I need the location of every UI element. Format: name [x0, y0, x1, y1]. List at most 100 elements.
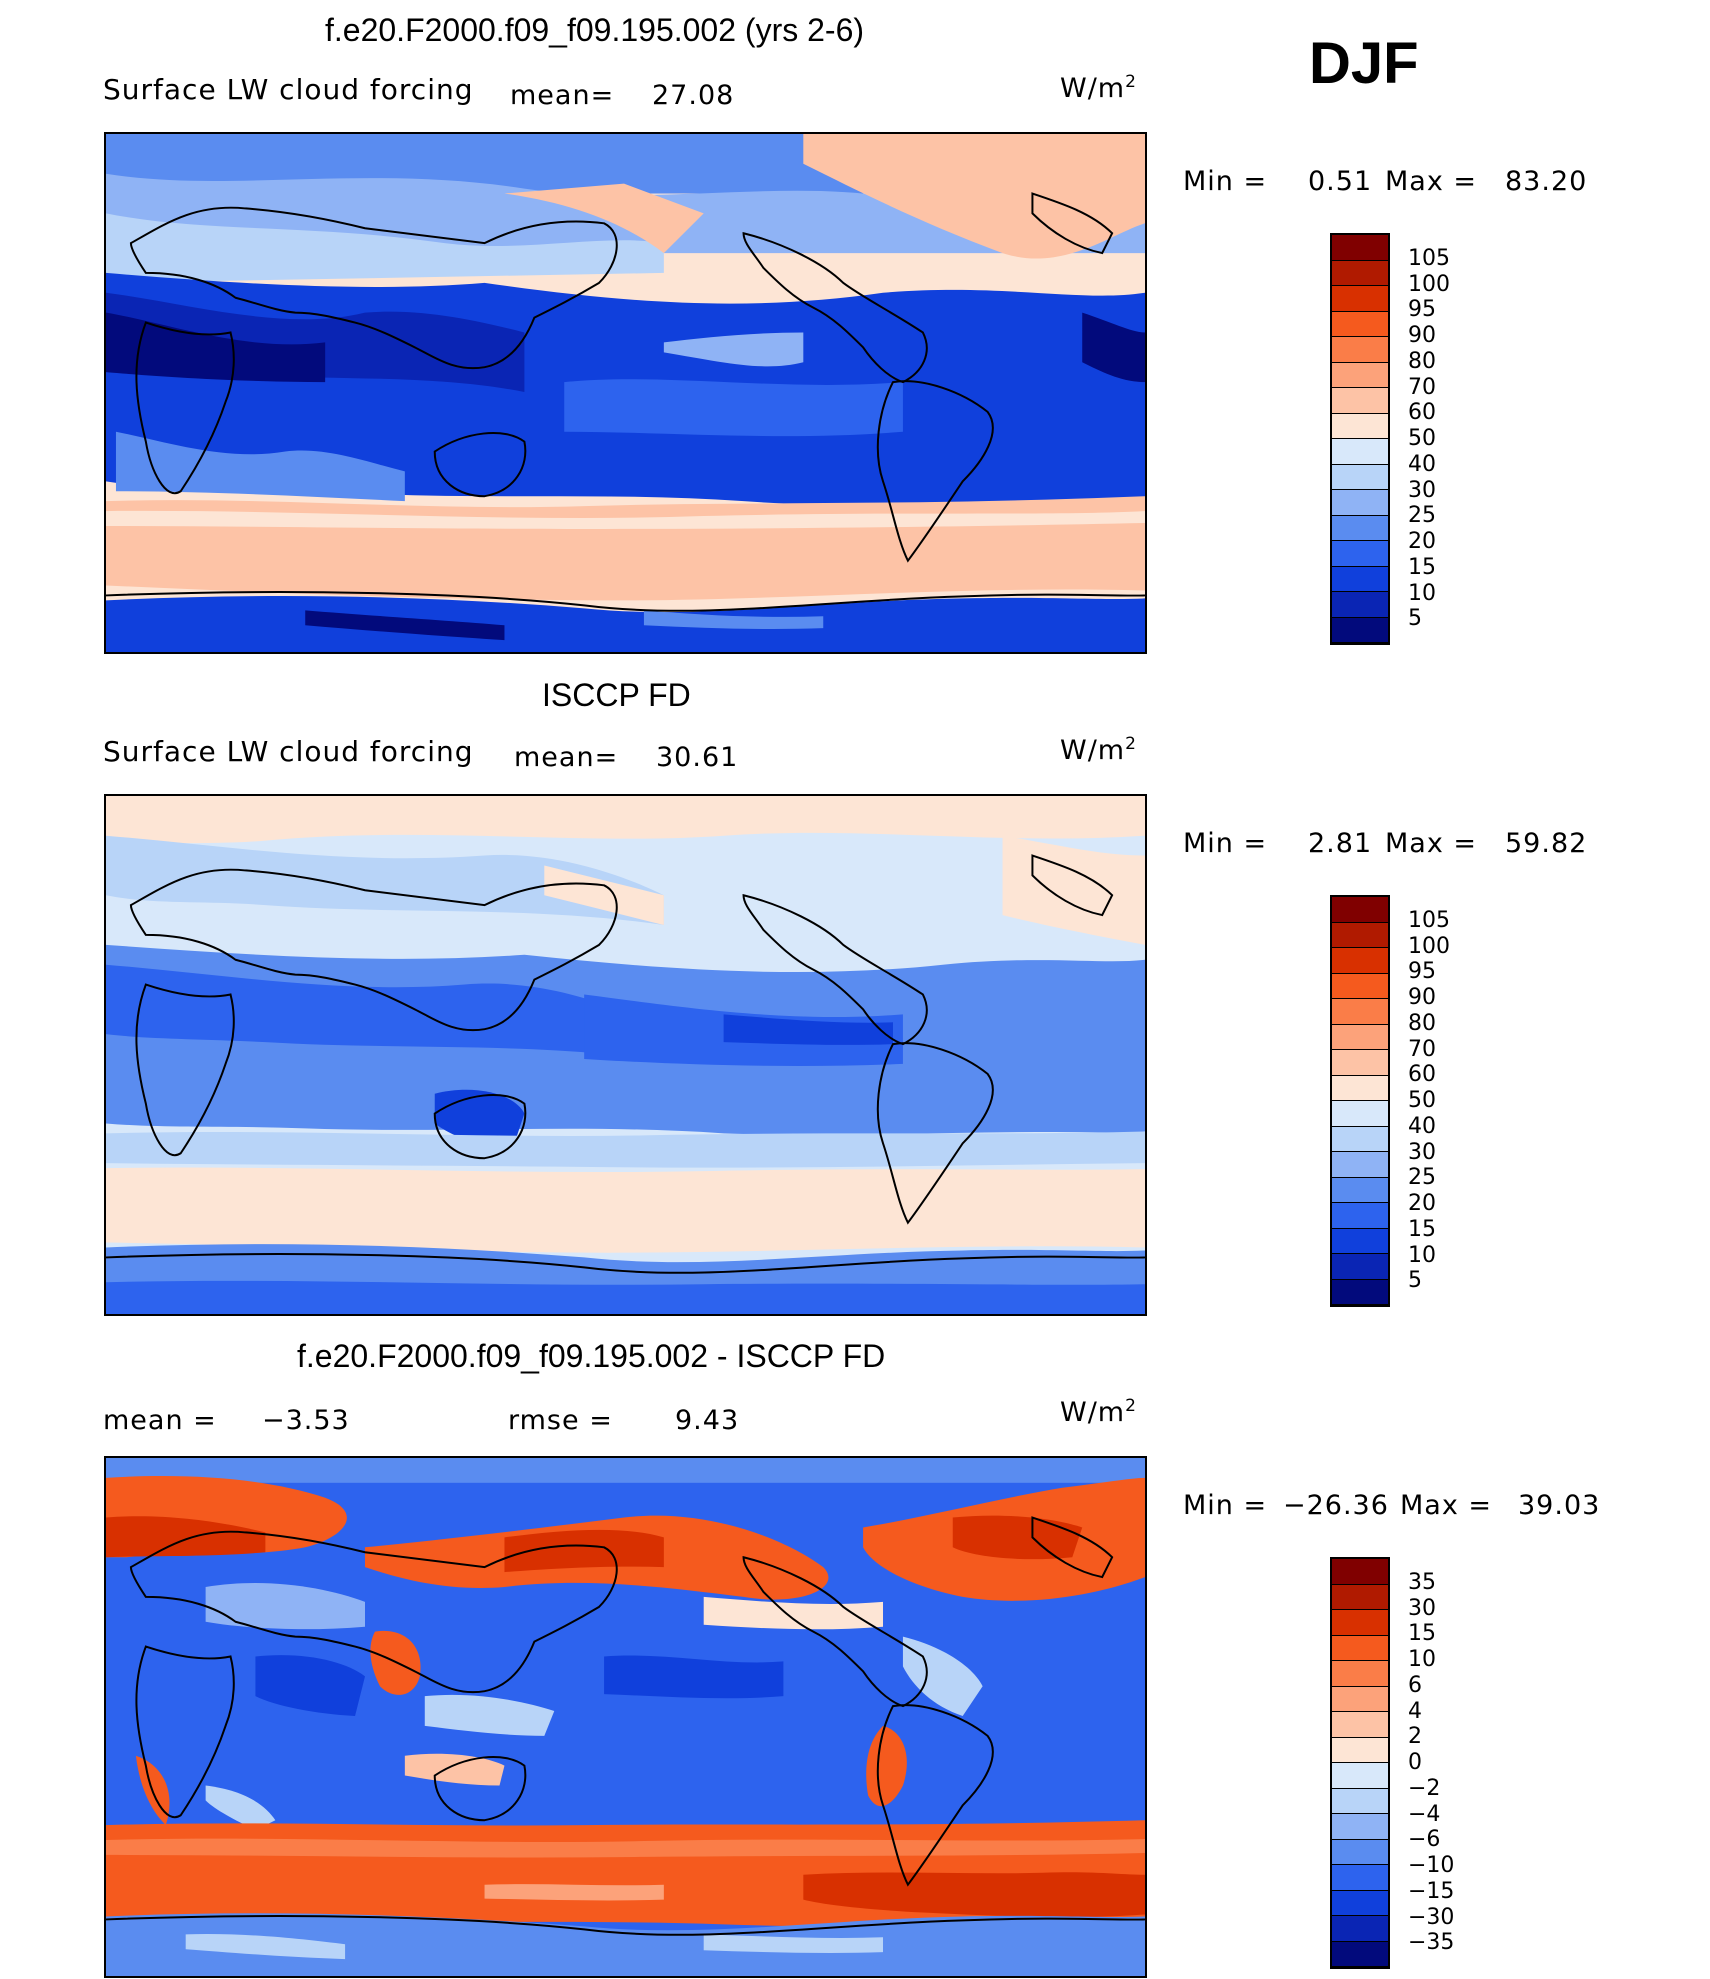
colorbar-segment — [1332, 1254, 1388, 1280]
colorbar-labels: 105 100 95 90 80 70 60 50 40 30 25 20 15 10 5 — [1408, 895, 1468, 1307]
colorbar-tick-label: 40 — [1408, 1113, 1436, 1139]
colorbar-segment — [1332, 1686, 1388, 1712]
colorbar-tick-label: 20 — [1408, 1191, 1436, 1216]
min-value: 0.51 — [1308, 166, 1373, 197]
colorbar-segment — [1332, 1737, 1388, 1763]
colorbar-segment — [1332, 490, 1388, 516]
colorbar-tick-label: 25 — [1408, 503, 1436, 529]
colorbar-tick-label: 90 — [1408, 323, 1436, 348]
colorbar-tick-label: −15 — [1408, 1878, 1455, 1904]
colorbar-tick-label: 5 — [1408, 1268, 1422, 1294]
rmse-value: 9.43 — [675, 1405, 740, 1436]
colorbar-tick-label: 30 — [1408, 1595, 1436, 1621]
colorbar-tick-label: 95 — [1408, 959, 1436, 985]
mean-label: mean= — [514, 742, 619, 773]
colorbar-segment — [1332, 1559, 1388, 1585]
colorbar-tick-label: 20 — [1408, 529, 1436, 554]
colorbar-tick-label: 5 — [1408, 606, 1422, 632]
colorbar-tick-label: 35 — [1408, 1569, 1436, 1595]
colorbar-tick-label: 90 — [1408, 985, 1436, 1010]
colorbar-tick-label: −2 — [1408, 1775, 1441, 1801]
colorbar-segment — [1332, 922, 1388, 948]
colorbar-segment — [1332, 1126, 1388, 1152]
world-map — [104, 1456, 1147, 1978]
colorbar-segment — [1332, 1177, 1388, 1203]
world-map — [104, 132, 1147, 654]
rmse-label: rmse = — [508, 1405, 613, 1436]
colorbar-tick-label: 25 — [1408, 1165, 1436, 1191]
colorbar-segment — [1332, 1661, 1388, 1687]
colorbar-tick-label: 100 — [1408, 933, 1450, 959]
panel-title: f.e20.F2000.f09_f09.195.002 - ISCCP FD — [297, 1338, 886, 1374]
colorbar-segment — [1332, 362, 1388, 388]
colorbar-tick-label: 15 — [1408, 554, 1436, 580]
colorbar-tick-label: 60 — [1408, 1062, 1436, 1088]
panel-title: f.e20.F2000.f09_f09.195.002 (yrs 2-6) — [325, 12, 865, 48]
colorbar-segment — [1332, 1814, 1388, 1840]
colorbar-segment — [1332, 464, 1388, 490]
colorbar-segment — [1332, 1635, 1388, 1661]
world-map — [104, 794, 1147, 1316]
colorbar-segment — [1332, 311, 1388, 337]
min-label: Min = — [1183, 166, 1268, 197]
colorbar-labels: 35 30 15 10 6 4 2 0 −2 −4 −6 −10 −15 −30 −35 — [1408, 1557, 1478, 1969]
colorbar-segment — [1332, 413, 1388, 439]
colorbar-segment — [1332, 1610, 1388, 1636]
colorbar-segment — [1332, 1763, 1388, 1789]
colorbar-segment — [1332, 1228, 1388, 1254]
min-value: 2.81 — [1308, 828, 1373, 859]
colorbar-segment — [1332, 1890, 1388, 1916]
units-label: W/m2 — [1060, 1396, 1137, 1428]
colorbar-segment — [1332, 1075, 1388, 1101]
colorbar — [1330, 233, 1390, 645]
colorbar-segment — [1332, 1839, 1388, 1865]
mean-label: mean = — [103, 1405, 217, 1436]
colorbar-tick-label: 10 — [1408, 580, 1436, 606]
colorbar-tick-label: −30 — [1408, 1904, 1455, 1930]
max-value: 83.20 — [1505, 166, 1588, 197]
colorbar-tick-label: 15 — [1408, 1216, 1436, 1242]
colorbar-segment — [1332, 1101, 1388, 1127]
colorbar-segment — [1332, 973, 1388, 999]
colorbar-segment — [1332, 1916, 1388, 1942]
colorbar-tick-label: 80 — [1408, 348, 1436, 374]
colorbar-segment — [1332, 439, 1388, 465]
colorbar-tick-label: 105 — [1408, 907, 1450, 933]
season-label: DJF — [1309, 31, 1419, 96]
colorbar-segment — [1332, 541, 1388, 567]
colorbar-tick-label: 30 — [1408, 477, 1436, 503]
colorbar-tick-label: 0 — [1408, 1750, 1422, 1775]
colorbar-tick-label: 50 — [1408, 1088, 1436, 1113]
min-value: −26.36 — [1283, 1490, 1389, 1521]
max-value: 59.82 — [1505, 828, 1588, 859]
colorbar-tick-label: 2 — [1408, 1724, 1422, 1750]
mean-label: mean= — [510, 80, 615, 111]
colorbar-tick-label: 4 — [1408, 1698, 1422, 1724]
colorbar-segment — [1332, 1279, 1388, 1305]
colorbar-segment — [1332, 592, 1388, 618]
units-label: W/m2 — [1060, 72, 1137, 104]
colorbar-tick-label: 10 — [1408, 1647, 1436, 1672]
mean-value: 27.08 — [652, 80, 735, 111]
mean-value: −3.53 — [262, 1405, 350, 1436]
colorbar-segment — [1332, 999, 1388, 1025]
colorbar-segment — [1332, 1203, 1388, 1229]
colorbar-tick-label: 10 — [1408, 1242, 1436, 1268]
colorbar-segment — [1332, 235, 1388, 261]
mean-value: 30.61 — [656, 742, 739, 773]
colorbar-segment — [1332, 1941, 1388, 1967]
colorbar — [1330, 895, 1390, 1307]
colorbar-tick-label: −4 — [1408, 1801, 1441, 1827]
colorbar-tick-label: 40 — [1408, 451, 1436, 477]
colorbar-tick-label: 60 — [1408, 400, 1436, 426]
colorbar-tick-label: 50 — [1408, 426, 1436, 451]
max-label: Max = — [1385, 828, 1478, 859]
colorbar-segment — [1332, 1865, 1388, 1891]
colorbar-segment — [1332, 286, 1388, 312]
colorbar-tick-label: 95 — [1408, 297, 1436, 323]
colorbar-tick-label: 6 — [1408, 1672, 1422, 1698]
colorbar-tick-label: 105 — [1408, 245, 1450, 271]
colorbar-segment — [1332, 337, 1388, 363]
colorbar-segment — [1332, 515, 1388, 541]
colorbar-segment — [1332, 1050, 1388, 1076]
